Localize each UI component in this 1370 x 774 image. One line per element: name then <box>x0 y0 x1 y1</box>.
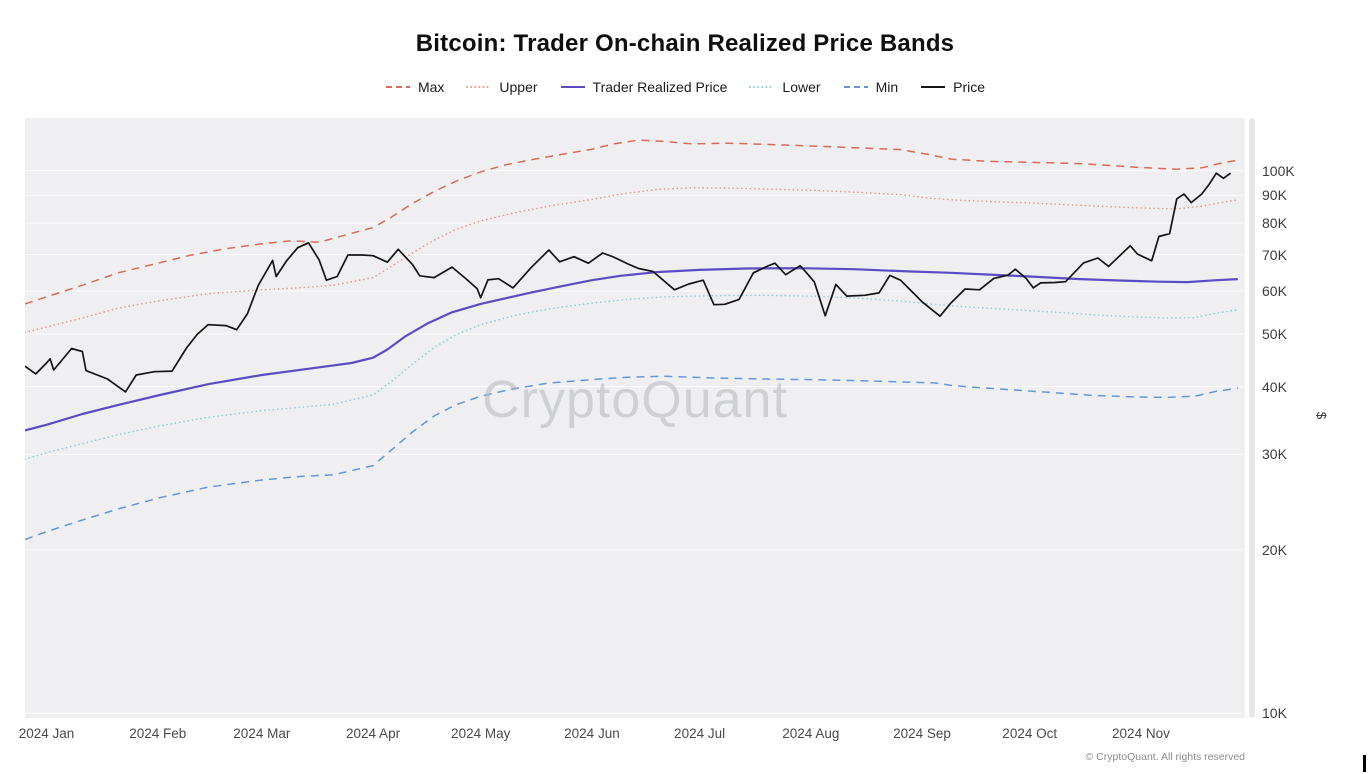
legend-swatch-dotted-icon <box>749 86 776 88</box>
legend-item-lower[interactable]: Lower <box>749 79 821 95</box>
chart-title: Bitcoin: Trader On-chain Realized Price … <box>415 30 955 57</box>
series-trader-realized-price-line <box>25 267 1238 432</box>
legend-item-upper[interactable]: Upper <box>466 79 538 95</box>
plot-area[interactable]: CryptoQuant <box>25 118 1245 718</box>
legend-swatch-solid-icon <box>560 86 585 88</box>
x-tick-label: 2024 Jan <box>18 726 75 741</box>
y-tick-label: 80K <box>1262 215 1287 232</box>
y-tick-label: 10K <box>1262 705 1287 722</box>
y-tick-label: 40K <box>1262 378 1287 395</box>
legend-swatch-dashed-icon <box>843 86 868 88</box>
x-tick-label: 2024 Aug <box>782 726 840 741</box>
x-tick-label: 2024 Sep <box>893 726 951 741</box>
y-axis-unit-label: $ <box>1314 411 1330 420</box>
legend-swatch-dotted-icon <box>466 86 493 88</box>
x-tick-label: 2024 Jul <box>674 726 726 741</box>
x-tick-label: 2024 Feb <box>129 726 187 741</box>
y-axis-strip <box>1249 118 1255 718</box>
series-price-line <box>25 172 1232 393</box>
x-tick-label: 2024 Oct <box>1002 726 1058 741</box>
x-tick-label: 2024 May <box>451 726 511 741</box>
series-min-line <box>25 375 1238 541</box>
legend-label: Trader Realized Price <box>592 79 728 95</box>
text-cursor-artifact <box>1363 755 1366 772</box>
legend-item-trader-realized-price[interactable]: Trader Realized Price <box>560 79 728 95</box>
series-upper-line <box>25 186 1239 334</box>
chart-svg <box>25 139 1245 714</box>
y-tick-label: 20K <box>1262 541 1287 558</box>
y-tick-label: 60K <box>1262 282 1287 299</box>
legend-label: Upper <box>499 79 538 95</box>
legend-swatch-solid-icon <box>921 86 946 88</box>
copyright-note: © CryptoQuant. All rights reserved <box>1085 751 1245 763</box>
x-tick-label: 2024 Jun <box>564 726 620 741</box>
legend-item-price[interactable]: Price <box>920 79 985 95</box>
x-tick-label: 2024 Apr <box>346 726 401 741</box>
legend-label: Price <box>953 79 986 95</box>
y-tick-label: 70K <box>1262 246 1287 263</box>
x-tick-label: 2024 Mar <box>233 726 291 741</box>
legend-item-max[interactable]: Max <box>385 79 444 95</box>
x-tick-label: 2024 Nov <box>1112 726 1170 741</box>
y-tick-label: 90K <box>1262 187 1287 204</box>
y-tick-label: 30K <box>1262 446 1287 463</box>
legend-label: Lower <box>782 79 821 95</box>
legend-item-min[interactable]: Min <box>843 79 899 95</box>
legend-swatch-dashed-icon <box>385 86 410 88</box>
legend-label: Max <box>417 79 445 95</box>
legend: Max Upper Trader Realized Price Lower Min Pri… <box>0 79 1370 95</box>
y-tick-label: 100K <box>1262 162 1295 179</box>
series-max-line <box>25 139 1238 305</box>
y-tick-label: 50K <box>1262 325 1287 342</box>
series-lower-line <box>25 294 1239 460</box>
legend-label: Min <box>875 79 899 95</box>
